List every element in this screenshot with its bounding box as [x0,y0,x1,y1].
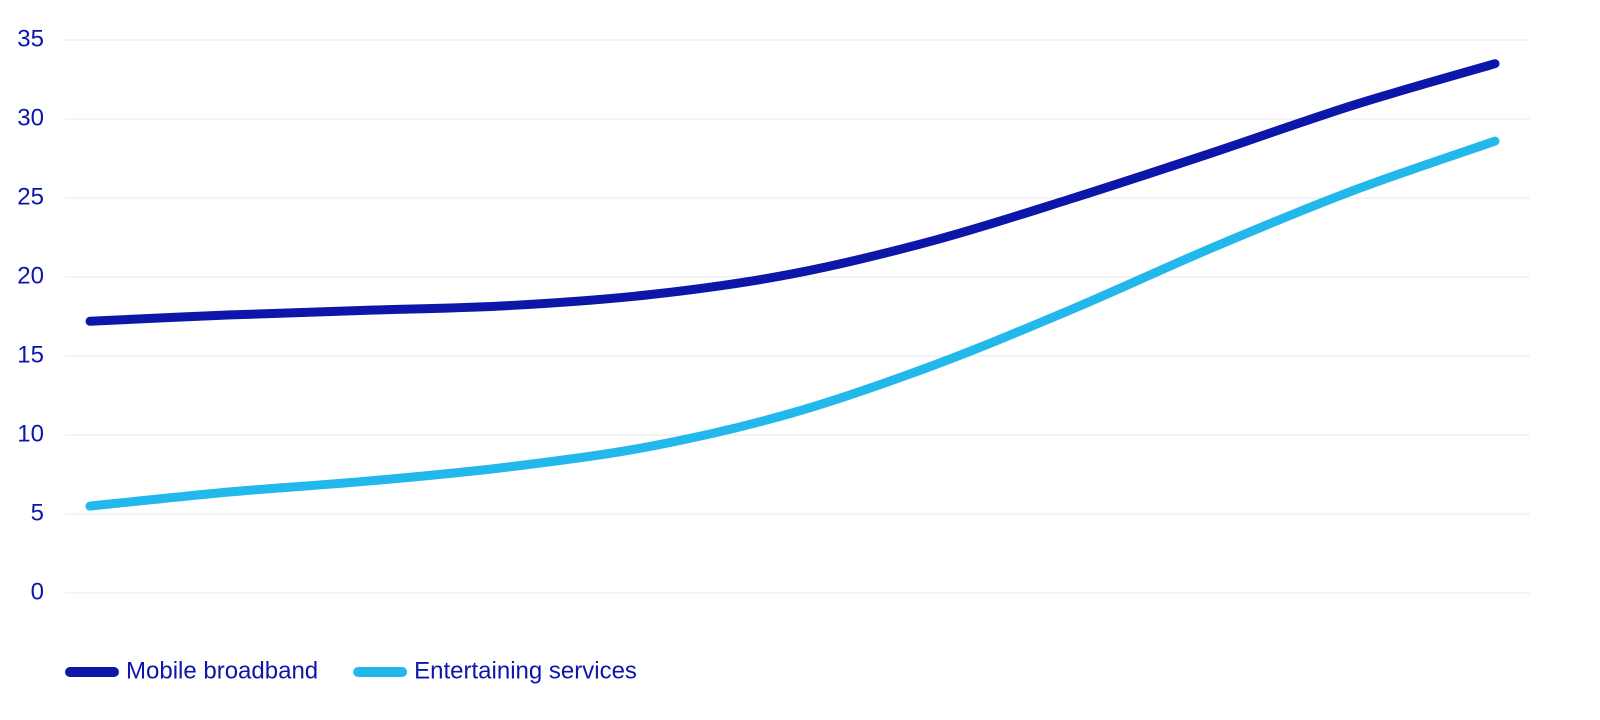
legend-label: Mobile broadband [126,657,318,684]
legend-label: Entertaining services [414,657,637,684]
line [85,59,1500,326]
y-tick-label: 25 [17,183,44,210]
y-tick-label: 0 [31,578,44,605]
y-tick-label: 5 [31,499,44,526]
y-tick-label: 15 [17,341,44,368]
line [85,136,1500,511]
y-tick-label: 10 [17,420,44,447]
y-tick-label: 35 [17,25,44,52]
y-tick-label: 30 [17,104,44,131]
y-tick-label: 20 [17,262,44,289]
